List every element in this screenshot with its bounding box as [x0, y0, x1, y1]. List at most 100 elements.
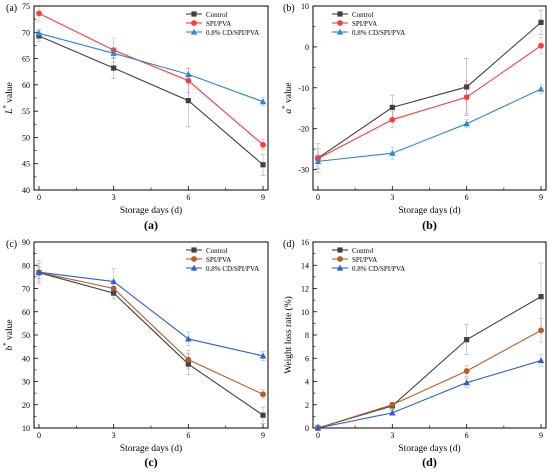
x-tick-label: 6 [465, 431, 469, 440]
x-tick-label: 0 [316, 193, 320, 202]
y-tick-label: 45 [22, 160, 30, 169]
series-triangle [314, 83, 545, 170]
series-line [317, 45, 542, 160]
data-point [259, 352, 267, 359]
legend-marker [190, 28, 198, 35]
data-point [260, 141, 266, 148]
series-square [315, 9, 544, 173]
panel-caption: (c) [144, 455, 157, 469]
x-tick-label: 0 [37, 431, 41, 440]
y-tick-label: 10 [301, 308, 309, 317]
data-point [185, 70, 192, 77]
y-tick-label: 90 [22, 238, 30, 247]
series-triangle [35, 260, 267, 361]
y-tick-label: 50 [22, 331, 30, 340]
data-point [185, 77, 192, 84]
panel-c: 10 20 30 40 50 60 70 80 90 0 3 6 9 Storage days (d) b*… [2, 238, 269, 469]
data-point [538, 327, 544, 334]
legend-label: Control [206, 11, 227, 19]
series-circle [36, 5, 266, 151]
series-line [317, 21, 542, 159]
x-tick-label: 9 [261, 431, 265, 440]
data-point [538, 42, 544, 49]
y-tick-label: 65 [22, 55, 30, 64]
data-point [36, 10, 42, 17]
data-point [463, 94, 470, 101]
data-point [35, 29, 43, 36]
y-tick-label: 75 [22, 2, 30, 11]
y-tick-label: 60 [22, 308, 30, 317]
y-tick-label: 70 [22, 285, 30, 294]
y-tick-label: 60 [22, 81, 30, 90]
y-tick-label: 70 [22, 28, 30, 37]
panel-label: (c) [6, 239, 17, 250]
x-tick-label: 0 [316, 431, 320, 440]
legend-label: 0.8% CD/SPI/PVA [206, 265, 259, 273]
data-point [185, 98, 191, 104]
y-tick-label: 0 [305, 43, 309, 52]
y-tick-label: 12 [301, 285, 309, 294]
panel-caption: (a) [144, 218, 158, 232]
panel-label: (d) [283, 239, 295, 250]
data-point [185, 356, 192, 363]
series-triangle [314, 354, 545, 431]
panel-label: (a) [6, 3, 17, 14]
legend-label: SPI/PVA [206, 256, 231, 264]
data-point [389, 401, 396, 408]
legend-label: SPI/PVA [206, 20, 231, 28]
legend-marker [191, 20, 197, 26]
x-axis-title: Storage days (d) [398, 205, 460, 216]
y-tick-label: 40 [22, 354, 30, 363]
series-square [36, 266, 266, 424]
x-tick-label: 3 [390, 193, 394, 202]
series-line [38, 12, 264, 146]
series-circle [315, 318, 544, 431]
legend-marker [191, 247, 197, 253]
y-tick-label: -20 [298, 125, 309, 134]
x-tick-label: 3 [112, 431, 116, 440]
y-tick-label: 8 [305, 331, 309, 340]
data-point [185, 361, 191, 367]
y-axis-title-sup: * [2, 342, 10, 346]
data-point [110, 285, 117, 292]
data-point [389, 409, 396, 416]
data-point [314, 424, 322, 431]
y-tick-label: -30 [298, 166, 309, 175]
series-square [36, 30, 266, 176]
series-line [317, 360, 542, 429]
data-point [260, 412, 266, 418]
y-tick-label: 6 [305, 354, 309, 363]
data-point [314, 157, 322, 164]
data-point [537, 357, 545, 364]
x-tick-label: 6 [465, 193, 469, 202]
data-point [111, 290, 117, 296]
series-line [38, 32, 264, 103]
series-line [38, 271, 264, 357]
plot-frame [312, 5, 547, 191]
legend-marker [336, 28, 344, 35]
panel-d: 0 2 4 6 8 10 12 14 16 0 3 6 9 Storage days (d) Weight … [283, 238, 547, 469]
y-tick-label: 55 [22, 107, 30, 116]
data-point [110, 49, 117, 56]
data-point [35, 268, 43, 275]
data-point [389, 116, 396, 123]
legend-marker [191, 256, 197, 262]
y-tick-label: 4 [305, 378, 309, 387]
y-axis-title-rest: value [5, 319, 15, 342]
x-tick-label: 3 [112, 193, 116, 202]
legend-marker [191, 11, 197, 17]
data-point [538, 19, 544, 25]
data-point [259, 98, 267, 105]
legend-label: 0.8% CD/SPI/PVA [352, 29, 405, 37]
x-tick-label: 0 [37, 193, 41, 202]
x-tick-label: 6 [186, 431, 190, 440]
legend-marker [337, 11, 343, 17]
series-circle [36, 262, 266, 400]
legend-label: SPI/PVA [352, 256, 377, 264]
y-axis-title-sup: * [2, 105, 10, 109]
y-axis-title-rest: value [5, 82, 15, 105]
data-point [464, 337, 470, 343]
